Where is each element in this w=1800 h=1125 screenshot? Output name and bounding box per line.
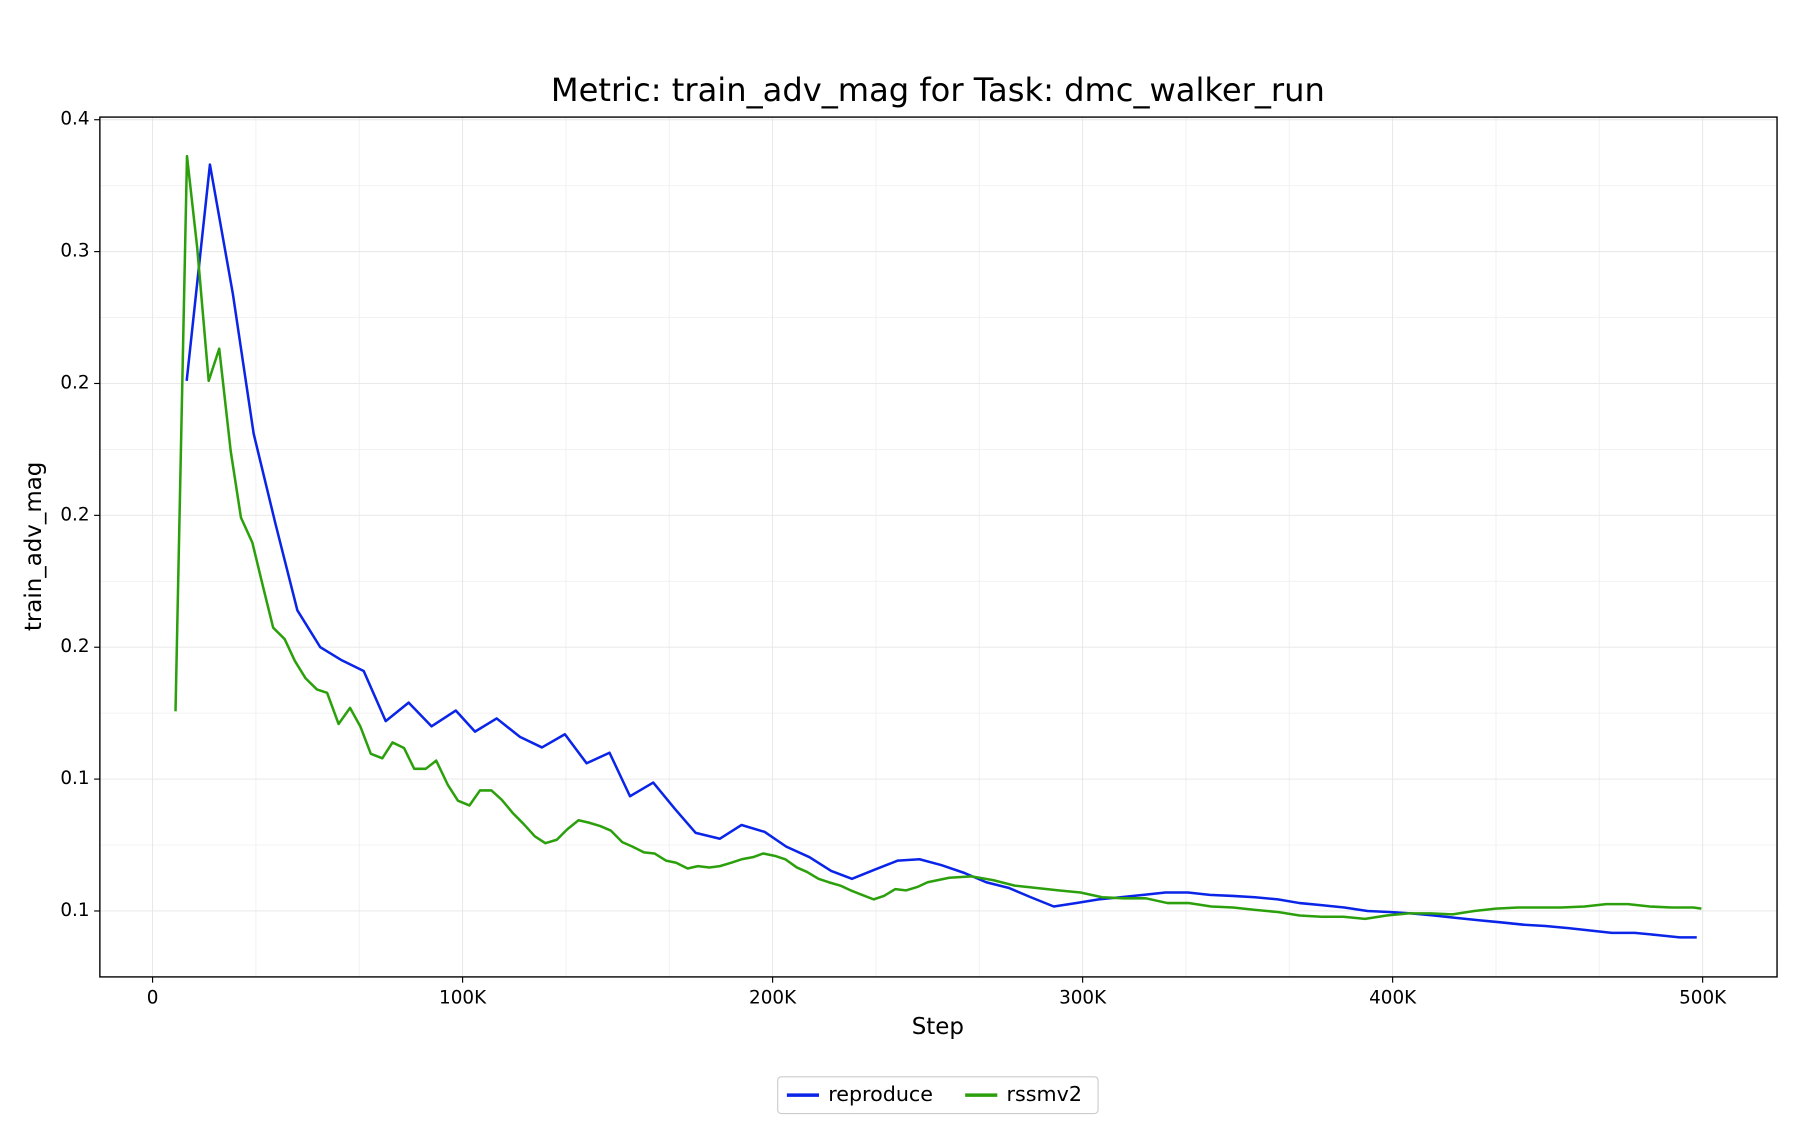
- y-tick-label: 0.3: [60, 241, 89, 262]
- legend-box: [777, 1076, 1099, 1115]
- y-tick-label: 0.2: [60, 504, 89, 525]
- x-axis-label: Step: [912, 1014, 964, 1040]
- legend-label: rssmv2: [1006, 1082, 1082, 1106]
- x-tick-label: 500K: [1679, 988, 1727, 1009]
- y-tick-label: 0.2: [60, 636, 89, 657]
- y-tick-label: 0.2: [60, 372, 89, 393]
- plot-frame: [99, 116, 1778, 978]
- x-tick-label: 100K: [439, 988, 487, 1009]
- series-line: [174, 154, 1702, 921]
- legend-label: reproduce: [828, 1082, 933, 1106]
- grid: [99, 117, 1778, 977]
- series-line: [185, 163, 1697, 939]
- x-tick-label: 400K: [1369, 988, 1417, 1009]
- y-axis-label: train_adv_mag: [21, 462, 47, 631]
- y-tick-label: 0.4: [60, 109, 89, 130]
- legend-item: rssmv2: [965, 1082, 1082, 1106]
- x-tick-label: 300K: [1059, 988, 1107, 1009]
- plot-lines: [174, 154, 1702, 939]
- x-tick-label: 0: [147, 988, 159, 1009]
- y-tick-label: 0.1: [60, 768, 89, 789]
- y-tick-label: 0.1: [60, 900, 89, 921]
- x-tick-label: 200K: [749, 988, 797, 1009]
- legend-item: reproduce: [786, 1082, 933, 1106]
- legend: reproduce rssmv2: [777, 1076, 1099, 1115]
- chart-title: Metric: train_adv_mag for Task: dmc_walk…: [551, 71, 1325, 109]
